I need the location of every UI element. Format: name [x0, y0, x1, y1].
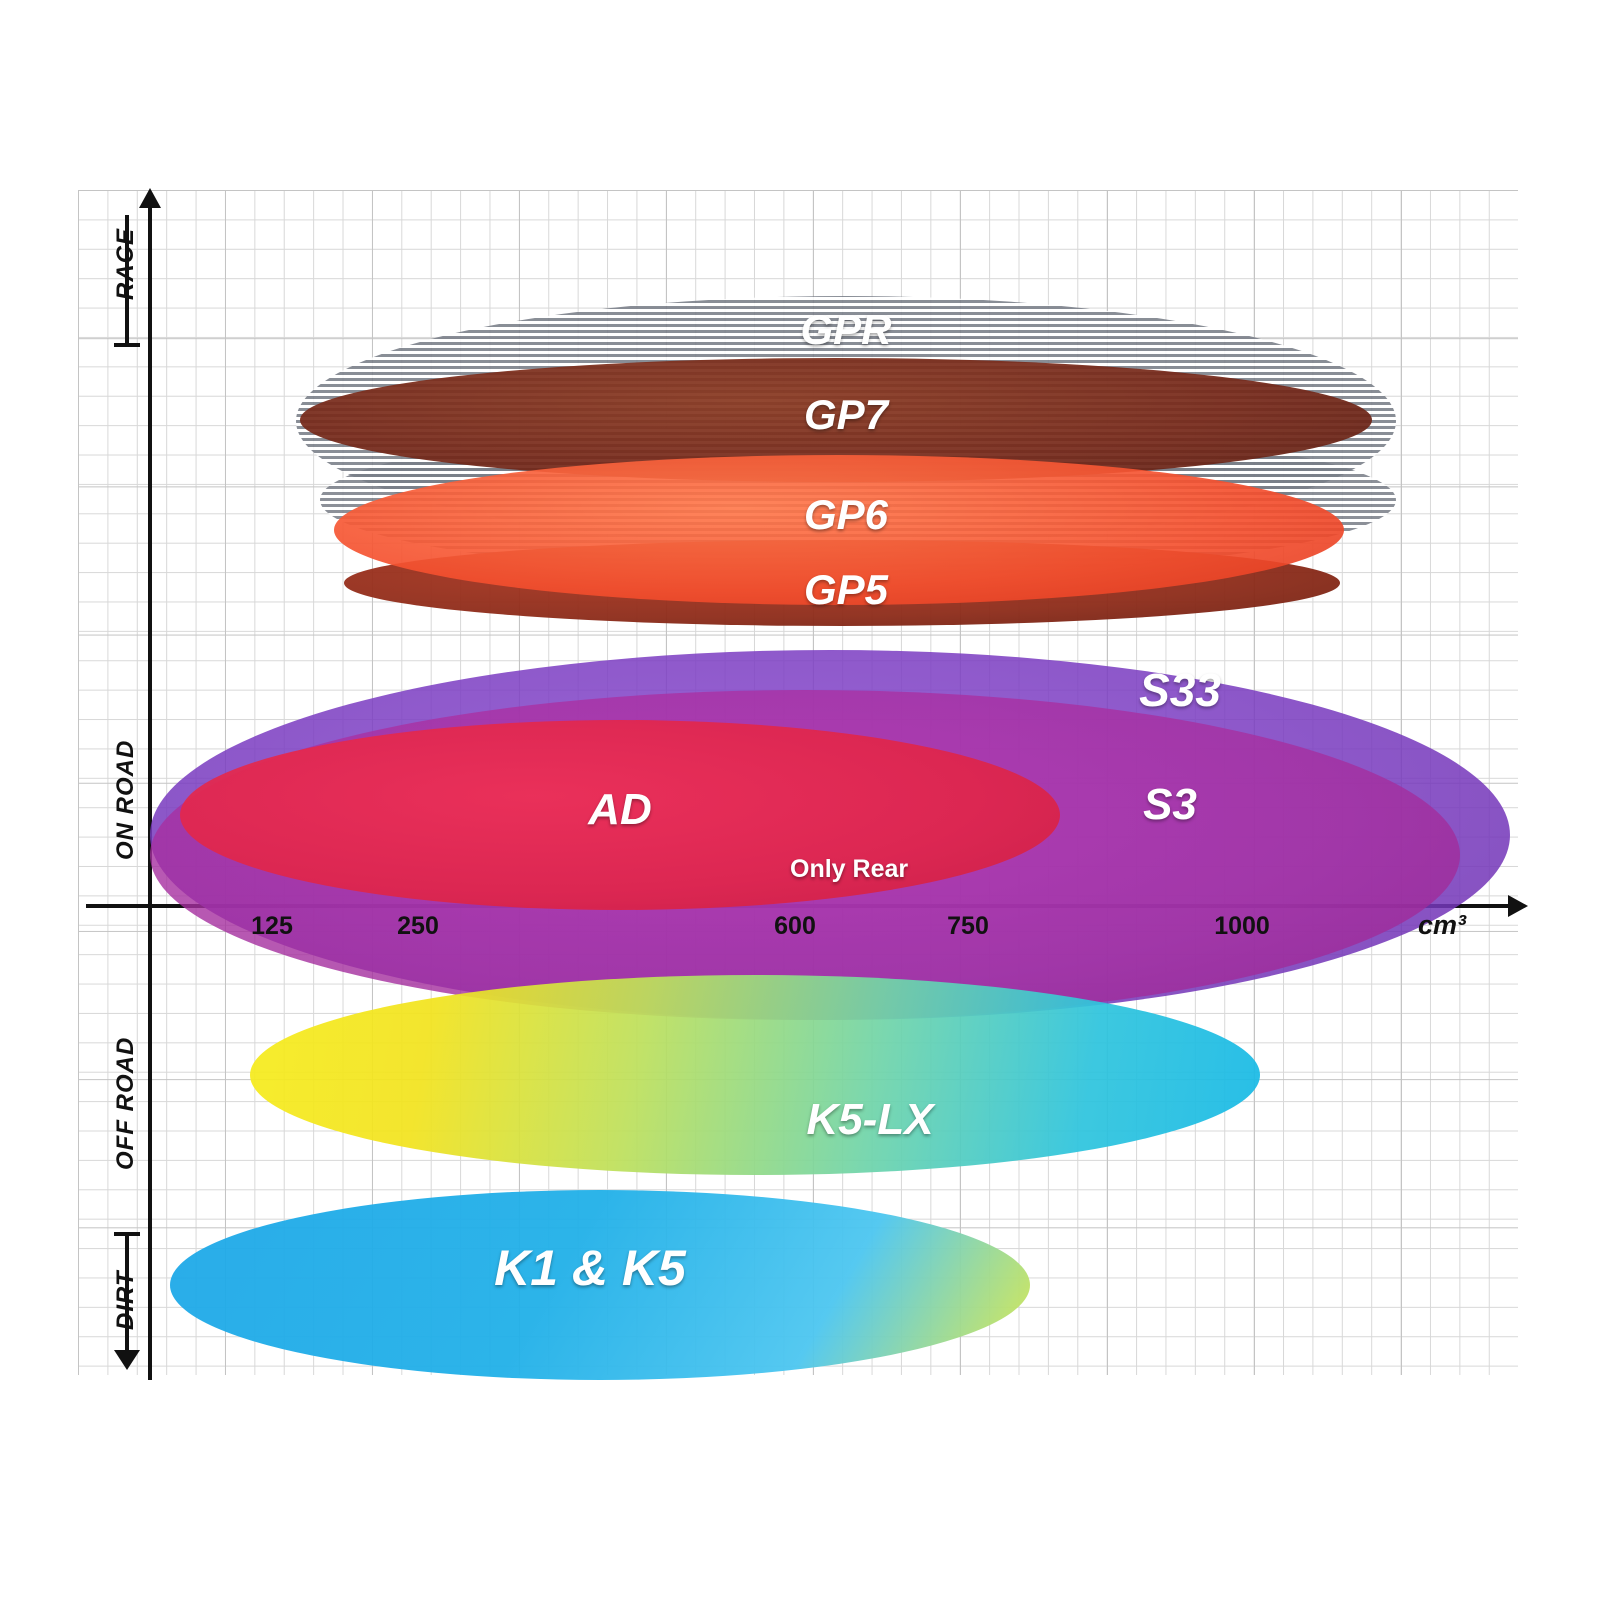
y-label-on-road: ON ROAD: [112, 739, 139, 860]
y-label-dirt: DIRT: [112, 1270, 139, 1330]
blob-k5lx: [250, 975, 1260, 1175]
race-axis-cap: [114, 343, 140, 347]
blob-gp6: [334, 455, 1344, 605]
blob-gp5-label: GP5: [803, 566, 889, 613]
annotation-only-rear: Only Rear: [790, 855, 909, 883]
y-axis: [148, 200, 152, 1380]
blob-label-s3: S3: [1080, 775, 1260, 835]
blob-k5lx-label: K5-LX: [806, 1095, 934, 1144]
blob-label-gp7: GP7: [746, 385, 946, 445]
x-axis-unit-label: cm³: [1418, 910, 1467, 940]
y-label-race: RACE: [112, 227, 139, 300]
blob-label-gp5: GP5: [746, 560, 946, 620]
blob-label-k1k5: K1 & K5: [440, 1235, 740, 1301]
blob-k1k5-label: K1 & K5: [494, 1240, 686, 1296]
x-tick-750: 750: [947, 912, 989, 940]
blob-label-gpr: GPR: [746, 300, 946, 360]
blob-s3-label: S3: [1143, 780, 1197, 829]
blob-k1k5: [170, 1190, 1030, 1380]
blob-label-gp6: GP6: [746, 485, 946, 545]
y-label-off-road: OFF ROAD: [112, 1036, 139, 1170]
blob-label-s33: S33: [1060, 660, 1300, 720]
blob-ad-label: AD: [588, 785, 652, 834]
blob-gp7-label: GP7: [803, 391, 889, 438]
dirt-arrow-icon: [114, 1350, 140, 1370]
x-tick-250: 250: [397, 912, 439, 940]
y-axis-arrow-icon: [139, 188, 161, 208]
x-tick-1000: 1000: [1214, 912, 1270, 940]
dirt-axis-segment: [125, 1232, 129, 1362]
blob-label-k5lx: K5-LX: [760, 1090, 980, 1150]
blob-label-ad: AD: [530, 780, 710, 840]
blob-s33-label: S33: [1139, 664, 1221, 716]
race-axis-segment: [125, 215, 129, 345]
blob-gp6-label: GP6: [803, 491, 889, 538]
x-axis-arrow-icon: [1508, 895, 1528, 917]
x-tick-600: 600: [774, 912, 816, 940]
blob-gpr-label: GPR: [800, 306, 892, 353]
x-tick-125: 125: [251, 912, 293, 940]
blob-ad: [180, 720, 1060, 910]
